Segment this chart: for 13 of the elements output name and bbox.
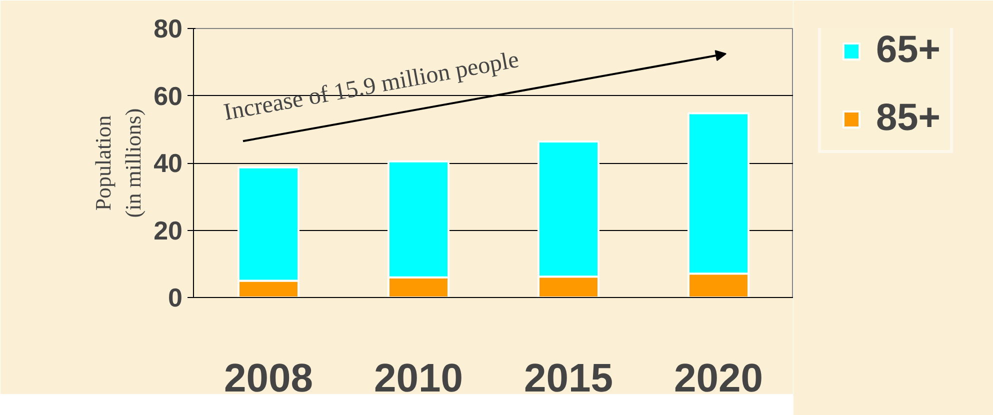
x-tick-label: 2015 (524, 356, 613, 400)
legend-label: 85+ (876, 97, 940, 140)
y-tick-label: 60 (154, 80, 182, 111)
x-tick-label: 2008 (224, 356, 313, 400)
y-tick-label: 40 (154, 148, 182, 178)
legend-label: 65+ (876, 29, 940, 72)
y-tick-label: 80 (154, 14, 182, 44)
x-tick-label: 2010 (374, 356, 463, 400)
y-tick-label: 20 (154, 215, 182, 246)
y-tick-label: 0 (168, 282, 183, 312)
y-axis-title: Population (in millions) (90, 108, 146, 218)
x-tick-label: 2020 (674, 356, 763, 400)
annotation: Increase of 15.9 million people (222, 46, 521, 126)
